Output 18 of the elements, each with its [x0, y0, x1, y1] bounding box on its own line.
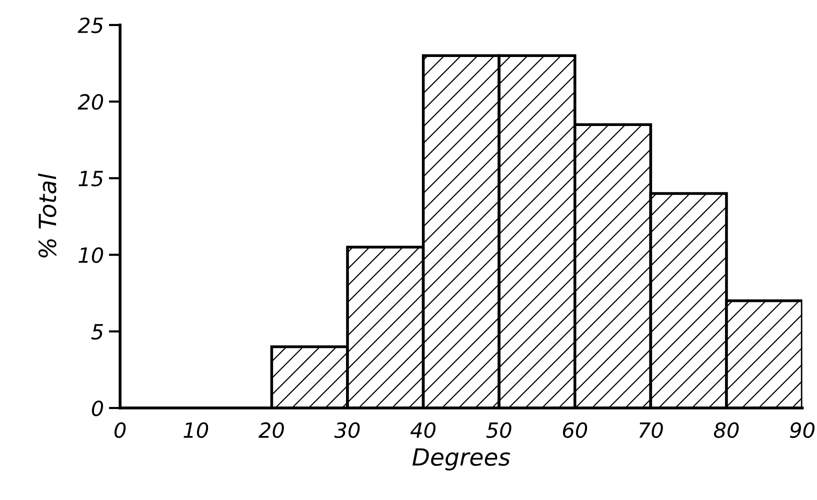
x-tick-label: 90 — [790, 422, 814, 438]
y-tick-label: 20 — [78, 94, 104, 110]
x-tick-label: 0 — [114, 422, 126, 438]
x-axis-title: Degrees — [412, 448, 510, 470]
x-tick-label: 10 — [184, 422, 208, 438]
y-tick-label: 5 — [91, 324, 103, 340]
x-tick-label: 60 — [562, 422, 588, 438]
y-tick-label: 25 — [78, 17, 103, 34]
y-tick-label: 10 — [78, 247, 104, 264]
x-tick-label: 70 — [639, 422, 663, 438]
x-tick-label: 40 — [410, 422, 436, 438]
x-tick-label: 80 — [714, 422, 739, 438]
y-tick-label: 15 — [78, 170, 103, 186]
y-tick-label: 0 — [92, 400, 104, 416]
x-tick-label: 30 — [334, 422, 360, 438]
x-tick-label: 50 — [486, 422, 512, 438]
x-tick-label: 20 — [258, 422, 284, 438]
y-axis-title: % Total — [38, 174, 56, 258]
